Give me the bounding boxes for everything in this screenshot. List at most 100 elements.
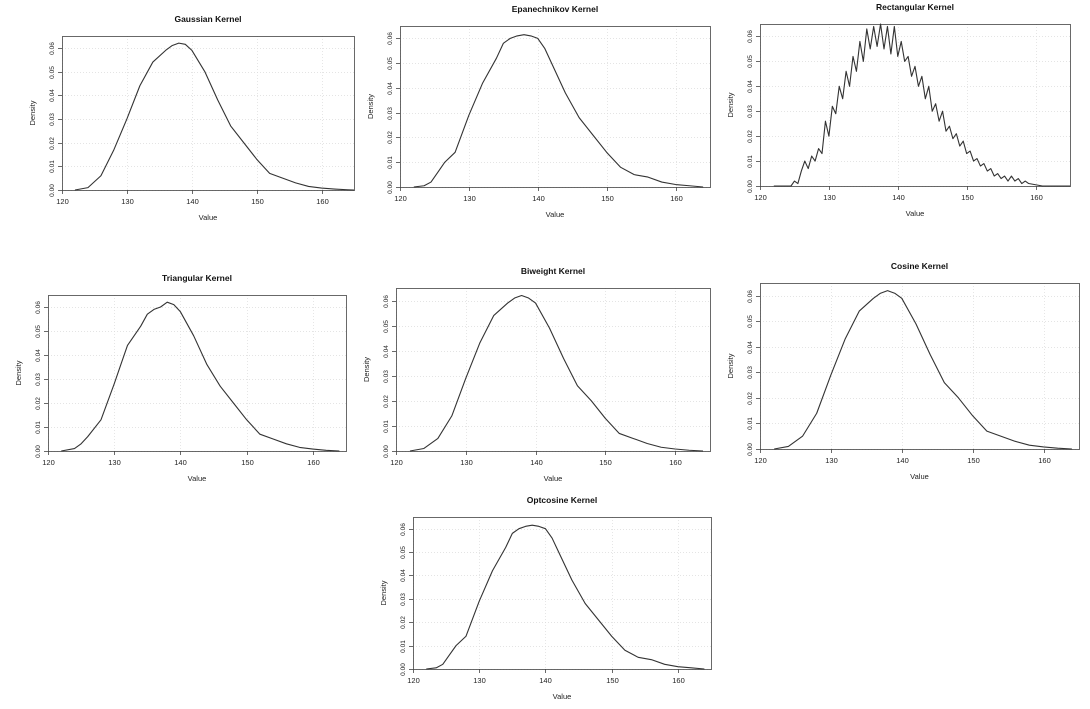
chart-title: Optcosine Kernel [527, 495, 597, 505]
x-tick-label: 150 [599, 458, 612, 467]
y-tick-label: 0.02 [383, 395, 390, 408]
x-tick-label: 120 [56, 197, 69, 206]
x-axis-label: Value [906, 209, 925, 218]
density-curve [74, 42, 355, 191]
y-tick-label: 0.06 [747, 30, 754, 43]
chart-panel-2: 120 130 140 150 160 0.00 0.01 0.02 0.03 0.04 0.05 0… [366, 4, 711, 219]
y-axis-label: Density [14, 360, 23, 385]
x-tick-label: 140 [186, 197, 199, 206]
chart-panel-6: 120 130 140 150 160 0.00 0.01 0.02 0.03 0.04 0.05 0… [726, 261, 1080, 481]
y-tick-label: 0.01 [387, 156, 394, 169]
x-tick-label: 130 [825, 456, 838, 465]
y-tick-label: 0.05 [747, 55, 754, 68]
density-curve [413, 34, 704, 188]
density-curve [426, 524, 705, 670]
x-tick-label: 130 [460, 458, 473, 467]
x-tick-label: 150 [251, 197, 264, 206]
y-tick-label: 0.04 [35, 349, 42, 362]
y-tick-label: 0.03 [49, 113, 56, 126]
x-tick-label: 140 [896, 456, 909, 465]
x-tick-label: 120 [390, 458, 403, 467]
y-tick-label: 0.04 [387, 82, 394, 95]
y-axis-label: Density [379, 580, 388, 605]
y-tick-label: 0.01 [383, 420, 390, 433]
y-tick-label: 0.05 [35, 325, 42, 338]
x-tick-label: 160 [307, 458, 320, 467]
y-tick-label: 0.05 [387, 57, 394, 70]
x-tick-label: 120 [42, 458, 55, 467]
y-tick-label: 0.06 [747, 290, 754, 303]
y-tick-label: 0.03 [747, 105, 754, 118]
x-tick-label: 150 [961, 193, 974, 202]
y-tick-label: 0.05 [383, 320, 390, 333]
x-tick-label: 140 [530, 458, 543, 467]
x-tick-label: 150 [601, 194, 614, 203]
x-tick-label: 160 [670, 194, 683, 203]
y-tick-label: 0.04 [383, 345, 390, 358]
x-tick-label: 120 [754, 193, 767, 202]
y-tick-label: 0.01 [35, 421, 42, 434]
y-tick-label: 0.00 [400, 663, 407, 676]
y-axis-label: Density [28, 100, 37, 125]
chart-panel-5: 120 130 140 150 160 0.00 0.01 0.02 0.03 0.04 0.05 0… [362, 266, 711, 483]
y-tick-label: 0.06 [387, 32, 394, 45]
x-axis-label: Value [188, 474, 207, 483]
chart-title: Rectangular Kernel [876, 2, 954, 12]
y-tick-label: 0.01 [49, 160, 56, 173]
x-axis-label: Value [546, 210, 565, 219]
y-axis-label: Density [366, 94, 375, 119]
y-tick-label: 0.01 [400, 640, 407, 653]
chart-panel-7: 120 130 140 150 160 0.00 0.01 0.02 0.03 0.04 0.05 0… [379, 495, 712, 701]
y-tick-label: 0.03 [387, 107, 394, 120]
x-tick-label: 130 [473, 676, 486, 685]
y-tick-label: 0.02 [747, 392, 754, 405]
x-axis-label: Value [544, 474, 563, 483]
density-curve [773, 23, 1070, 187]
chart-title: Triangular Kernel [162, 273, 232, 283]
y-tick-label: 0.02 [49, 137, 56, 150]
x-tick-label: 130 [823, 193, 836, 202]
x-tick-label: 140 [539, 676, 552, 685]
x-tick-label: 130 [108, 458, 121, 467]
plot-frame [396, 288, 711, 452]
x-tick-label: 160 [672, 676, 685, 685]
x-tick-label: 160 [316, 197, 329, 206]
y-tick-label: 0.03 [383, 370, 390, 383]
y-tick-label: 0.06 [400, 523, 407, 536]
x-tick-label: 120 [754, 456, 767, 465]
y-tick-label: 0.04 [400, 569, 407, 582]
y-tick-label: 0.04 [747, 341, 754, 354]
y-tick-label: 0.05 [400, 546, 407, 559]
y-tick-label: 0.00 [35, 445, 42, 458]
y-axis-label: Density [726, 92, 735, 117]
y-tick-label: 0.03 [35, 373, 42, 386]
y-tick-label: 0.06 [49, 42, 56, 55]
x-tick-label: 120 [394, 194, 407, 203]
density-curve [774, 290, 1072, 450]
chart-title: Gaussian Kernel [174, 14, 241, 24]
y-tick-label: 0.04 [747, 80, 754, 93]
y-tick-label: 0.00 [747, 180, 754, 193]
plot-frame [48, 295, 347, 452]
plot-frame [400, 26, 711, 188]
x-tick-label: 150 [241, 458, 254, 467]
x-tick-label: 160 [669, 458, 682, 467]
y-tick-label: 0.03 [747, 366, 754, 379]
x-tick-label: 150 [606, 676, 619, 685]
x-tick-label: 130 [121, 197, 134, 206]
y-tick-label: 0.06 [383, 295, 390, 308]
y-tick-label: 0.00 [49, 184, 56, 197]
x-axis-label: Value [910, 472, 929, 481]
chart-title: Cosine Kernel [891, 261, 948, 271]
y-tick-label: 0.02 [387, 131, 394, 144]
density-curve [61, 301, 340, 452]
y-tick-label: 0.00 [387, 181, 394, 194]
y-tick-label: 0.02 [35, 397, 42, 410]
chart-panel-1: 120 130 140 150 160 0.00 0.01 0.02 0.03 0.04 0.05 0… [28, 14, 355, 222]
x-tick-label: 140 [892, 193, 905, 202]
plot-frame [413, 517, 712, 670]
y-tick-label: 0.03 [400, 593, 407, 606]
x-tick-label: 120 [407, 676, 420, 685]
plot-frame [62, 36, 355, 191]
